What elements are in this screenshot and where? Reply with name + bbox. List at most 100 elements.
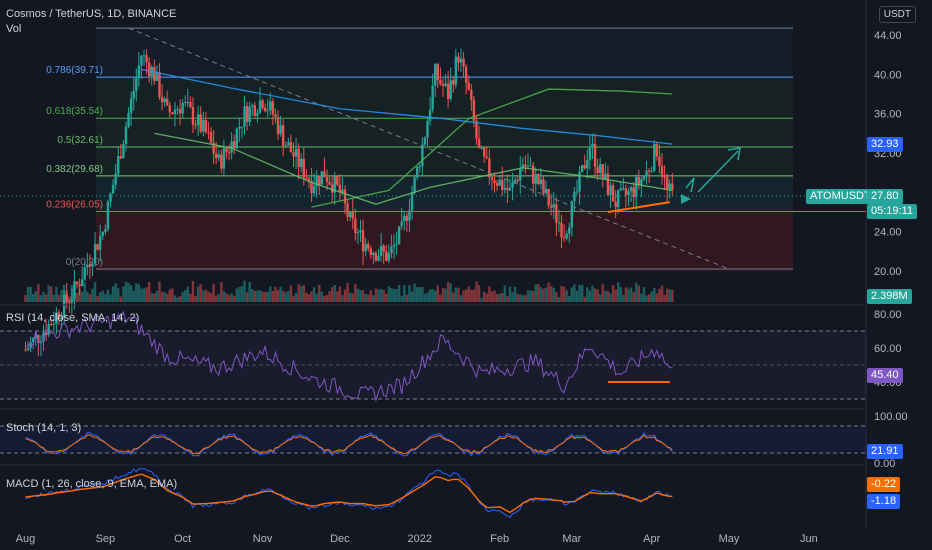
volume-bar [624, 287, 628, 302]
candle-body [470, 89, 473, 100]
volume-bar [55, 286, 58, 302]
volume-bar [75, 292, 79, 302]
candle-body [328, 181, 331, 185]
candle-body [573, 191, 576, 202]
candle-body [343, 189, 347, 204]
volume-bar [550, 286, 553, 302]
candle-body [537, 174, 540, 185]
candle-body [601, 164, 604, 180]
candle-body [26, 348, 30, 350]
volume-bar [289, 285, 293, 302]
candle-body [227, 151, 231, 153]
volume-bar [560, 285, 563, 302]
candle-body [284, 145, 287, 147]
volume-bar [663, 294, 666, 302]
candle-body [243, 106, 246, 127]
candle-body [640, 179, 643, 185]
volume-bar [397, 285, 401, 302]
ma-blue-line [141, 68, 673, 145]
candle-body [212, 142, 215, 154]
volume-bar [539, 287, 543, 302]
candle-body [436, 64, 440, 81]
candle-body [354, 218, 357, 234]
candle-body [593, 143, 597, 167]
volume-bar [325, 295, 329, 302]
volume-bar [459, 295, 463, 302]
candle-body [604, 173, 607, 180]
rsi-value-tag: 45.40 [867, 368, 903, 383]
volume-bar [191, 281, 195, 302]
volume-bar [124, 281, 128, 302]
volume-bar [472, 289, 476, 302]
volume-bar [261, 291, 264, 302]
volume-bar [557, 297, 561, 302]
volume-bar [529, 290, 532, 302]
volume-bar [186, 286, 190, 302]
candle-body [341, 189, 344, 193]
stoch-d-line [25, 434, 673, 455]
candle-body [300, 158, 303, 168]
volume-bar [140, 288, 143, 302]
candle-body [263, 107, 267, 111]
macd-signal-line [25, 473, 673, 514]
candle-body [258, 100, 262, 113]
candle-body [374, 252, 378, 261]
volume-bar [235, 288, 238, 302]
fib-label: 0.236(26.05) [46, 200, 103, 211]
candle-body [369, 248, 373, 256]
candle-body [52, 323, 56, 325]
volume-bar [609, 293, 612, 302]
candle-body [168, 105, 171, 113]
candle-body [428, 109, 432, 121]
volume-bar [248, 281, 251, 302]
volume-bar [568, 295, 571, 302]
volume-bar [575, 290, 579, 302]
candle-body [122, 144, 125, 159]
volume-bar [122, 286, 125, 302]
candle-body [50, 324, 53, 326]
candle-body [552, 204, 555, 208]
volume-bar [364, 294, 367, 302]
candle-body [395, 243, 398, 245]
time-tick-label: Mar [562, 533, 581, 545]
volume-bar [614, 289, 617, 302]
candle-body [251, 105, 254, 107]
candle-body [178, 109, 182, 114]
volume-bar [209, 293, 213, 302]
volume-bar [555, 292, 558, 302]
volume-bar [647, 294, 651, 302]
volume-bar [284, 292, 287, 302]
volume-bar [86, 291, 89, 302]
volume-bar [524, 295, 527, 302]
candle-body [658, 156, 661, 166]
volume-bar [436, 285, 440, 302]
candle-body [336, 176, 339, 185]
volume-bar [44, 294, 48, 302]
last-price-tag: 27.80 [867, 189, 903, 204]
candle-body [191, 107, 195, 125]
fib-zone-05-0382 [96, 147, 793, 177]
candle-body [320, 171, 324, 185]
volume-bar [617, 282, 620, 302]
volume-bar [258, 290, 262, 302]
volume-bar [596, 289, 599, 302]
volume-bar [642, 287, 646, 302]
candle-body [619, 188, 622, 191]
candle-body [140, 55, 143, 66]
volume-bar [150, 293, 153, 302]
currency-button[interactable]: USDT [878, 6, 916, 23]
volume-bar [629, 287, 633, 302]
candle-body [591, 143, 594, 147]
volume-bar [274, 286, 277, 302]
candle-body [155, 72, 159, 81]
candle-body [642, 176, 646, 180]
candle-body [475, 120, 478, 139]
candle-body [423, 137, 427, 145]
volume-bar [132, 290, 135, 302]
candle-body [622, 188, 625, 190]
candle-body [529, 165, 532, 167]
volume-bar [495, 294, 499, 302]
volume-bar [80, 291, 84, 302]
volume-bar [619, 287, 622, 302]
